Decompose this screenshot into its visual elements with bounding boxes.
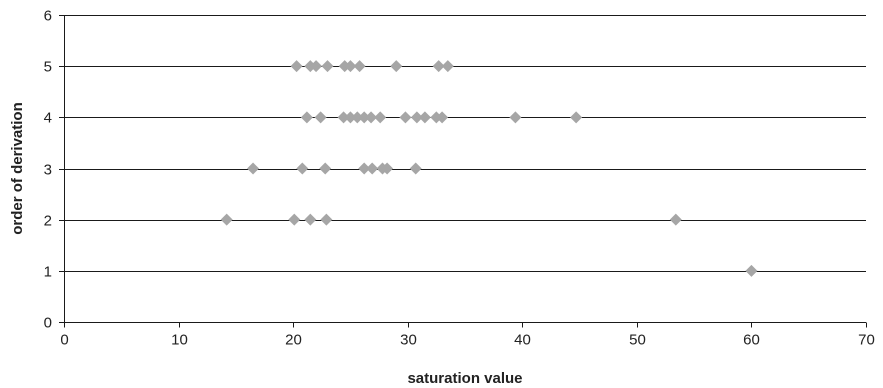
data-point — [432, 60, 445, 73]
data-point — [337, 111, 350, 124]
data-point — [314, 111, 327, 124]
data-point — [344, 111, 357, 124]
data-point — [381, 162, 394, 175]
data-point — [418, 111, 431, 124]
data-point — [319, 162, 332, 175]
x-tick-label: 0 — [60, 332, 68, 349]
data-point — [321, 60, 334, 73]
data-point — [436, 111, 449, 124]
axes — [59, 15, 867, 328]
y-tick-label: 6 — [44, 8, 52, 25]
y-tick-label: 4 — [44, 110, 52, 127]
data-point — [570, 111, 583, 124]
data-point — [365, 111, 378, 124]
y-tick-label: 5 — [44, 59, 52, 76]
data-point — [358, 162, 371, 175]
data-point — [351, 111, 364, 124]
y-tick-label: 3 — [44, 162, 52, 179]
data-point — [310, 60, 323, 73]
x-tick-label: 30 — [400, 332, 417, 349]
y-axis-title: order of derivation — [9, 102, 26, 235]
data-point — [399, 111, 412, 124]
data-point — [410, 111, 423, 124]
x-axis-title: saturation value — [407, 370, 522, 387]
x-tick-label: 40 — [514, 332, 531, 349]
gridlines — [64, 15, 866, 272]
data-point — [669, 213, 682, 226]
data-point — [366, 162, 379, 175]
x-tick-label: 60 — [743, 332, 760, 349]
x-tick-label: 70 — [858, 332, 875, 349]
data-point — [300, 111, 313, 124]
y-tick-label: 0 — [44, 315, 52, 332]
data-point — [745, 264, 758, 277]
x-tick-label: 50 — [629, 332, 646, 349]
y-tick-label: 2 — [44, 213, 52, 230]
data-point — [353, 60, 366, 73]
x-tick-label: 20 — [285, 332, 302, 349]
data-point — [304, 213, 317, 226]
data-point — [220, 213, 233, 226]
y-tick-label: 1 — [44, 264, 52, 281]
data-point — [409, 162, 422, 175]
data-point — [390, 60, 403, 73]
data-points — [220, 60, 758, 277]
data-point — [441, 60, 454, 73]
data-point — [320, 213, 333, 226]
x-tick-label: 10 — [171, 332, 188, 349]
data-point — [296, 162, 309, 175]
data-point — [358, 111, 371, 124]
data-point — [247, 162, 260, 175]
data-point — [374, 111, 387, 124]
data-point — [288, 213, 301, 226]
data-point — [290, 60, 303, 73]
data-point — [509, 111, 522, 124]
data-point — [344, 60, 357, 73]
